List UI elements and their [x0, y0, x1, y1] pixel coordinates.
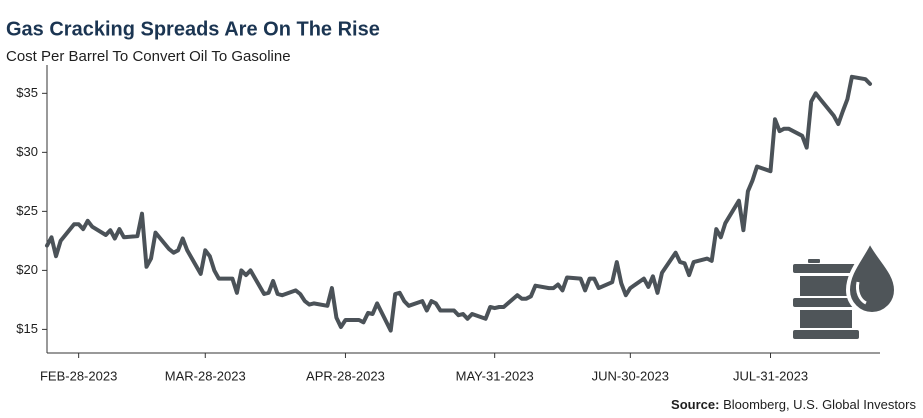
y-tick-label: $25 [16, 203, 38, 218]
y-tick-label: $15 [16, 321, 38, 336]
x-tick-label: FEB-28-2023 [40, 368, 117, 383]
x-tick-label: JUL-31-2023 [733, 368, 808, 383]
source-text: Bloomberg, U.S. Global Investors [723, 397, 916, 412]
y-tick-label: $35 [16, 85, 38, 100]
y-tick-label: $20 [16, 262, 38, 277]
chart-subtitle: Cost Per Barrel To Convert Oil To Gasoli… [6, 48, 291, 65]
chart-title: Gas Cracking Spreads Are On The Rise [6, 18, 380, 40]
oil-icon [793, 236, 899, 339]
source-label: Source: [671, 397, 719, 412]
y-tick-label: $30 [16, 144, 38, 159]
x-tick-label: MAY-31-2023 [456, 368, 534, 383]
x-tick-label: APR-28-2023 [306, 368, 385, 383]
data-line [45, 74, 872, 333]
source-note: Source: Bloomberg, U.S. Global Investors [671, 397, 916, 412]
x-tick-label: JUN-30-2023 [592, 368, 669, 383]
x-tick-label: MAR-28-2023 [165, 368, 246, 383]
